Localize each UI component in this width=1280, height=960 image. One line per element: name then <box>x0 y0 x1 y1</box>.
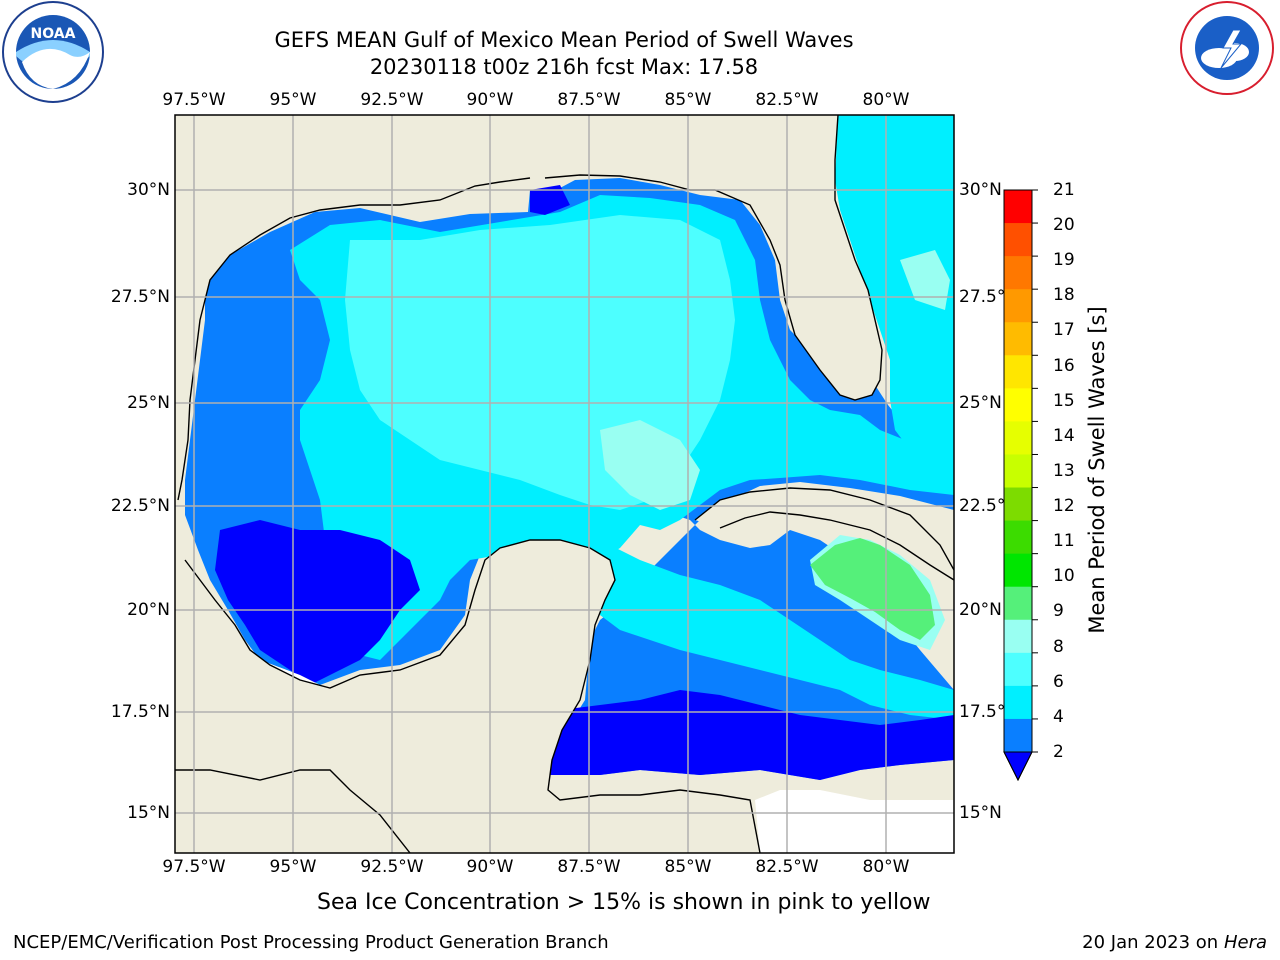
lon-label-top: 80°W <box>862 90 910 110</box>
footer-credit: NCEP/EMC/Verification Post Processing Pr… <box>13 932 609 953</box>
colorbar-tick: 20 <box>1053 215 1075 235</box>
colorbar-tick: 11 <box>1053 531 1075 551</box>
lat-label-right: 27.5°N <box>959 287 1019 307</box>
colorbar-band <box>1004 718 1032 753</box>
colorbar-band <box>1004 223 1032 257</box>
nws-logo <box>1180 1 1274 95</box>
swell-zone-9-10s <box>810 538 935 640</box>
lon-label-bottom: 92.5°W <box>360 857 424 877</box>
colorbar-band <box>1004 388 1032 422</box>
colorbar-band <box>1004 256 1032 290</box>
lat-label-right: 25°N <box>959 393 1002 413</box>
lon-label-top: 95°W <box>269 90 317 110</box>
lon-label-bottom: 90°W <box>466 857 514 877</box>
colorbar <box>1003 189 1038 782</box>
colorbar-tick: 18 <box>1053 285 1075 305</box>
lon-label-top: 85°W <box>664 90 712 110</box>
colorbar-tick: 10 <box>1053 566 1075 586</box>
land-florida <box>530 115 882 400</box>
colorbar-band <box>1004 454 1032 489</box>
lon-label-top: 92.5°W <box>360 90 424 110</box>
colorbar-tick: 13 <box>1053 461 1075 481</box>
footer-date: 20 Jan 2023 on Hera <box>1082 932 1267 953</box>
lat-label-right: 30°N <box>959 180 1002 200</box>
land-mexico-yucatan <box>175 540 760 853</box>
lon-label-bottom: 95°W <box>269 857 317 877</box>
lat-label-left: 15°N <box>127 803 170 823</box>
lat-label-left: 27.5°N <box>110 287 170 307</box>
colorbar-band <box>1004 685 1032 720</box>
lon-label-bottom: 87.5°W <box>557 857 621 877</box>
colorbar-tick: 4 <box>1053 707 1064 727</box>
lon-label-top: 87.5°W <box>557 90 621 110</box>
graticule <box>175 115 954 853</box>
lat-label-left: 22.5°N <box>110 496 170 516</box>
colorbar-frame <box>1003 189 1033 782</box>
colorbar-tick: 8 <box>1053 637 1064 657</box>
lon-label-top: 90°W <box>466 90 514 110</box>
colorbar-extend-arrow <box>1003 751 1033 782</box>
colorbar-band <box>1004 652 1032 687</box>
colorbar-tick: 15 <box>1053 391 1075 411</box>
colorbar-band <box>1004 487 1032 522</box>
swell-zone-0-2s-north <box>530 185 570 215</box>
colorbar-label: Mean Period of Swell Waves [s] <box>1085 306 1109 634</box>
footer-host: Hera <box>1223 932 1267 953</box>
lat-label-right: 20°N <box>959 600 1002 620</box>
colorbar-band <box>1004 322 1032 356</box>
colorbar-band <box>1004 553 1032 588</box>
swell-zone-0-2s-west <box>215 520 420 685</box>
colorbar-tick: 16 <box>1053 356 1075 376</box>
colorbar-tick: 2 <box>1053 742 1064 762</box>
noaa-logo: NOAA <box>2 1 104 103</box>
swell-zone-8-9s-atlantic <box>900 250 950 310</box>
lat-label-right: 17.5°N <box>959 702 1019 722</box>
lat-label-left: 20°N <box>127 600 170 620</box>
colorbar-band <box>1004 520 1032 555</box>
map-frame <box>174 114 955 854</box>
colorbar-tick: 12 <box>1053 496 1075 516</box>
honduras-nodata <box>755 790 954 853</box>
colorbar-band <box>1004 421 1032 455</box>
chart-subtitle: 20230118 t00z 216h fcst Max: 17.58 <box>369 55 759 79</box>
lon-label-bottom: 80°W <box>862 857 910 877</box>
lat-label-left: 17.5°N <box>110 702 170 722</box>
colorbar-band <box>1004 190 1032 224</box>
lon-label-top: 97.5°W <box>162 90 226 110</box>
noaa-logo-text: NOAA <box>31 26 76 42</box>
lat-label-left: 25°N <box>127 393 170 413</box>
colorbar-tick: 9 <box>1053 601 1064 621</box>
land-cuba <box>695 488 954 580</box>
colorbar-band <box>1004 289 1032 323</box>
lon-label-bottom: 85°W <box>664 857 712 877</box>
chart-title: GEFS MEAN Gulf of Mexico Mean Period of … <box>274 28 854 52</box>
colorbar-tick: 17 <box>1053 320 1075 340</box>
colorbar-band <box>1004 355 1032 389</box>
swell-zone-8-9s <box>600 420 700 510</box>
colorbar-band <box>1004 619 1032 654</box>
colorbar-tick: 14 <box>1053 426 1075 446</box>
lat-label-right: 22.5°N <box>959 496 1019 516</box>
lat-label-right: 15°N <box>959 803 1002 823</box>
colorbar-tick: 6 <box>1053 672 1064 692</box>
colorbar-tick: 21 <box>1053 180 1075 200</box>
colorbar-band <box>1004 586 1032 621</box>
sea-ice-note: Sea Ice Concentration > 15% is shown in … <box>317 890 931 915</box>
lon-label-bottom: 82.5°W <box>755 857 819 877</box>
lat-label-left: 30°N <box>127 180 170 200</box>
colorbar-tick: 19 <box>1053 250 1075 270</box>
lon-label-top: 82.5°W <box>755 90 819 110</box>
land-texas-louisiana <box>175 115 530 500</box>
lon-label-bottom: 97.5°W <box>162 857 226 877</box>
footer-date-prefix: 20 Jan 2023 on <box>1082 932 1224 953</box>
